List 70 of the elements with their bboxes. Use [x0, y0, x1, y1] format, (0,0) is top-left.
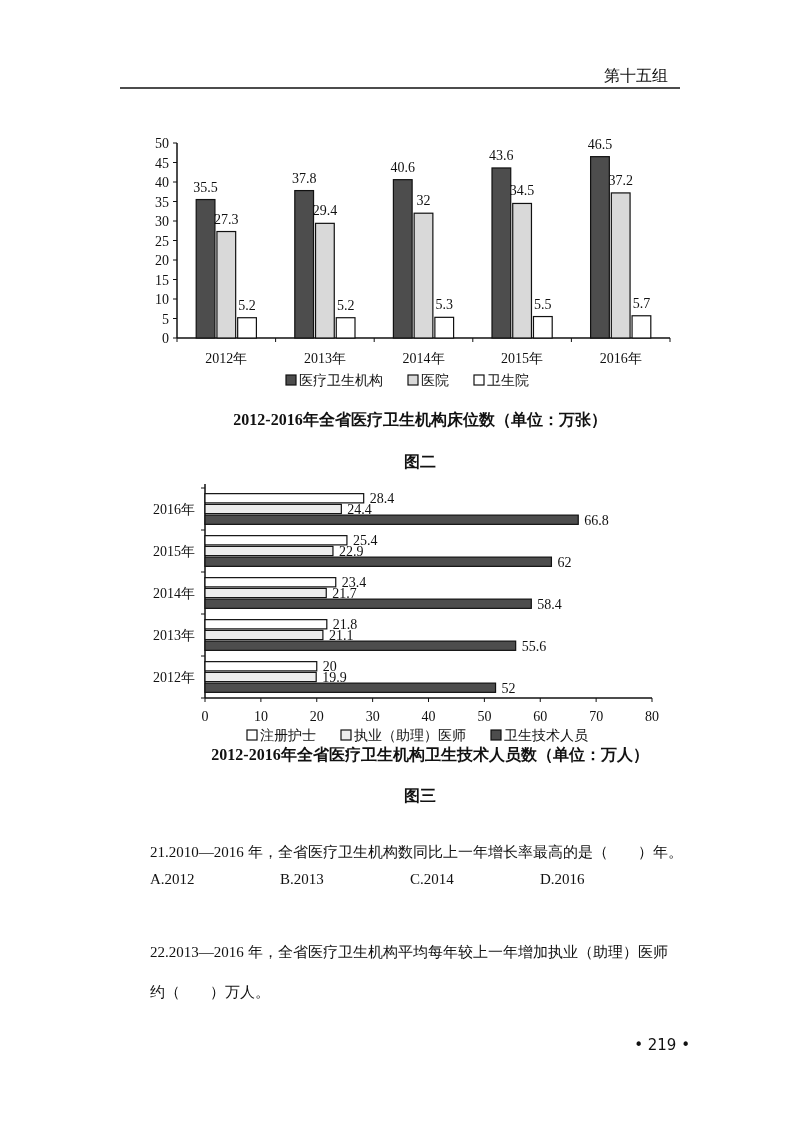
x-tick-label: 40: [421, 709, 436, 724]
x-tick-label: 2013年: [303, 351, 346, 366]
text: 2012-2016年全省医疗卫生机构床位数（单位：万张）: [233, 411, 607, 429]
y-tick-label: 15: [155, 272, 169, 288]
x-tick-label: 20: [309, 709, 324, 724]
data-label: 40.6: [390, 159, 416, 175]
x-tick-label: 30: [365, 709, 380, 724]
y-tick-label: 25: [155, 233, 169, 249]
text: 2012-2016年全省医疗卫生机构卫生技术人员数（单位：万人）: [211, 746, 649, 764]
x-tick-label: 2016年: [599, 351, 642, 366]
data-label: 5.2: [238, 297, 256, 313]
text: 第十五组: [604, 66, 668, 87]
data-label: 21.1: [328, 628, 354, 643]
y-tick-label: 2013年: [153, 628, 195, 643]
y-tick-label: 40: [155, 175, 169, 190]
text: A.2012: [150, 871, 195, 888]
x-tick-label: 10: [253, 709, 268, 724]
x-tick-label: 70: [589, 709, 604, 724]
data-label: 5.7: [632, 295, 651, 311]
data-label: 52: [501, 680, 516, 696]
data-label: 35.5: [193, 179, 218, 195]
y-tick-label: 20: [155, 253, 169, 268]
text: 图三: [404, 786, 436, 806]
y-tick-label: 0: [162, 331, 169, 346]
legend-label: 卫生院: [487, 372, 529, 388]
data-label: 43.6: [489, 147, 514, 163]
x-tick-label: 2012年: [205, 351, 248, 366]
data-label: 58.4: [537, 596, 562, 612]
data-label: 24.4: [347, 502, 372, 517]
x-tick-label: 50: [477, 709, 492, 724]
data-label: 29.4: [312, 203, 338, 219]
data-label: 21.7: [332, 586, 357, 601]
legend-label: 医院: [421, 372, 449, 388]
x-tick-label: 60: [533, 709, 548, 724]
text: • 219 •: [634, 1036, 690, 1054]
x-tick-label: 2015年: [501, 351, 544, 366]
data-label: 22.9: [338, 544, 364, 559]
data-label: 62: [557, 554, 572, 570]
data-label: 37.8: [291, 170, 317, 186]
data-label: 66.8: [584, 512, 609, 528]
y-tick-label: 10: [155, 292, 169, 307]
y-tick-label: 2015年: [153, 544, 195, 559]
text: B.2013: [280, 871, 324, 888]
text: D.2016: [540, 871, 585, 888]
y-tick-label: 45: [155, 155, 169, 171]
legend-label: 执业（助理）医师: [354, 727, 466, 743]
legend-label: 注册护士: [260, 727, 316, 743]
data-label: 46.5: [587, 136, 613, 152]
data-label: 5.2: [336, 297, 355, 313]
text: 22.2013—2016 年，全省医疗卫生机构平均每年较上一年增加执业（助理）医师约（ ）万人。: [150, 944, 668, 1000]
x-tick-label: 80: [645, 709, 659, 724]
y-tick-label: 35: [155, 194, 169, 210]
data-label: 32: [416, 193, 431, 209]
legend-label: 卫生技术人员: [504, 727, 588, 743]
data-label: 5.3: [435, 297, 453, 313]
text: C.2014: [410, 871, 454, 888]
data-label: 5.5: [534, 296, 552, 312]
y-tick-label: 30: [155, 214, 169, 229]
text: 21.2010—2016 年，全省医疗卫生机构数同比上一年增长率最高的是（ ）年。: [150, 843, 683, 862]
y-tick-label: 50: [155, 136, 169, 151]
x-tick-label: 2014年: [402, 351, 445, 366]
y-tick-label: 2016年: [153, 502, 195, 517]
data-label: 55.6: [521, 638, 547, 654]
y-tick-label: 5: [162, 311, 169, 327]
y-tick-label: 2014年: [153, 586, 195, 601]
text: 图二: [404, 452, 436, 472]
legend-label: 医疗卫生机构: [299, 372, 383, 388]
data-label: 19.9: [322, 670, 347, 685]
x-tick-label: 0: [201, 709, 209, 724]
y-tick-label: 2012年: [153, 670, 195, 685]
